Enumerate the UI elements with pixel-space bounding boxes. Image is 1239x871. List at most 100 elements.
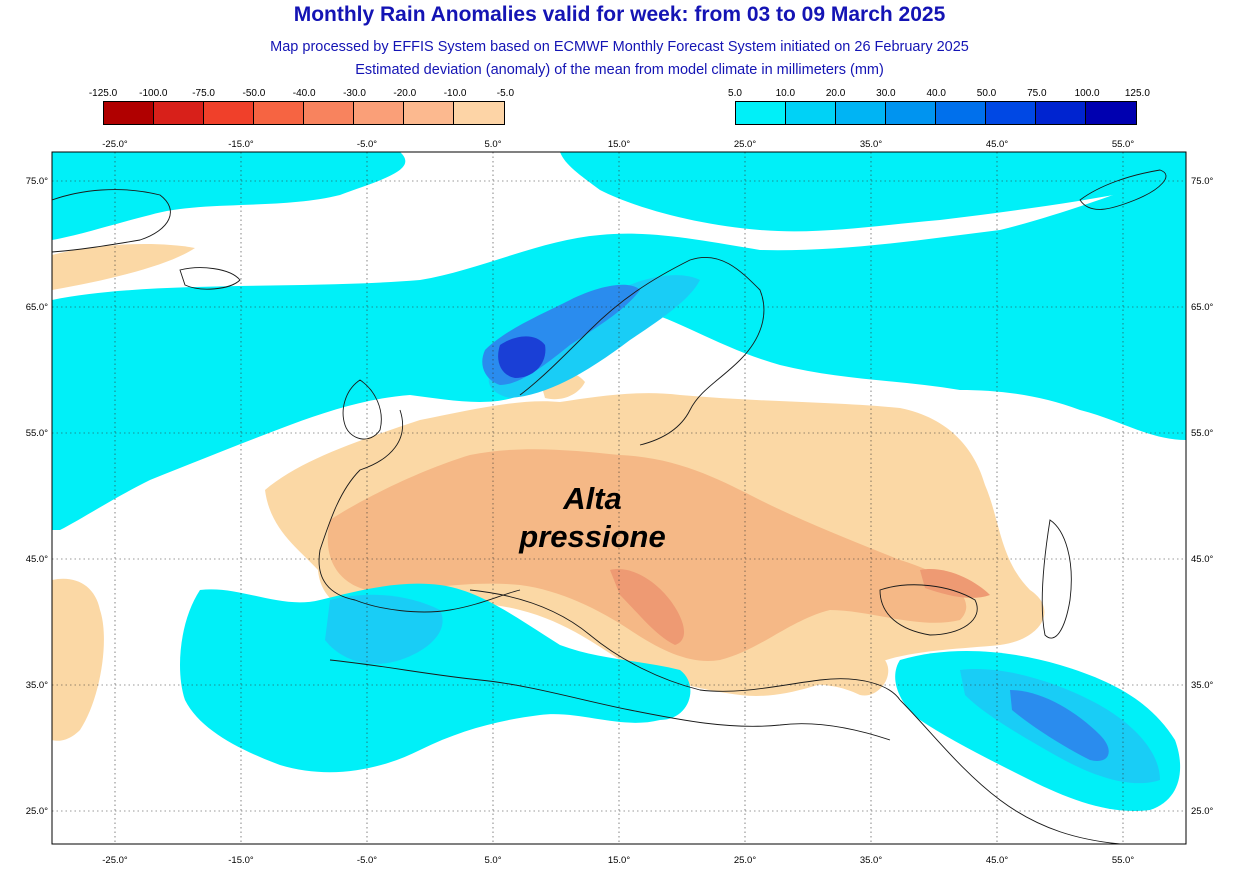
coast-europe-west xyxy=(318,409,521,613)
coast-scandinavia xyxy=(519,256,765,446)
legend-swatch xyxy=(836,102,887,124)
legend-tick-label: 50.0 xyxy=(976,88,997,99)
legend-swatch xyxy=(886,102,937,124)
legend-swatch xyxy=(304,102,355,124)
longitude-label: -15.0° xyxy=(228,855,254,866)
longitude-label: -5.0° xyxy=(357,140,377,150)
longitude-label: -25.0° xyxy=(102,855,128,866)
legend-swatch xyxy=(254,102,305,124)
legend-swatch xyxy=(986,102,1037,124)
coast-africa-north xyxy=(329,659,891,741)
pressure-annotation: Alta pressione xyxy=(500,480,685,556)
coast-iceland xyxy=(179,267,241,290)
longitude-label: 25.0° xyxy=(734,855,756,866)
longitude-label: 45.0° xyxy=(986,140,1008,150)
longitude-label: 5.0° xyxy=(484,140,501,150)
legend-swatch xyxy=(936,102,987,124)
coastlines xyxy=(52,169,1167,844)
wet-anomaly-norway-max xyxy=(498,336,546,378)
latitude-label: 55.0° xyxy=(26,428,48,439)
legend-tick-label: 40.0 xyxy=(926,88,946,99)
legend-swatch xyxy=(154,102,205,124)
longitude-label: 15.0° xyxy=(608,855,630,866)
legend-color-bar xyxy=(735,101,1138,125)
dry-anomaly-med xyxy=(760,655,889,696)
legend-swatch xyxy=(354,102,405,124)
legend-tick-label: -20.0 xyxy=(393,88,417,99)
annotation-line-2: pressione xyxy=(519,519,666,554)
legend-swatch xyxy=(1036,102,1087,124)
dry-anomaly-atlantic-south xyxy=(52,578,104,741)
longitude-label: -5.0° xyxy=(357,855,377,866)
coast-arabia xyxy=(899,699,1121,844)
longitude-label: 55.0° xyxy=(1112,140,1134,150)
legend-tick-label: 75.0 xyxy=(1027,88,1047,99)
latitude-label: 35.0° xyxy=(26,680,48,691)
legend-tick-label: -50.0 xyxy=(242,88,266,99)
legend-tick-label: -40.0 xyxy=(292,88,316,99)
legend-swatch xyxy=(786,102,837,124)
latitude-label: 25.0° xyxy=(26,806,48,817)
anomaly-map: -25.0° -25.0° -15.0° -15.0° -5.0° -5.0° 5.0° 5.… xyxy=(26,140,1214,866)
legend-tick-label: 125.0 xyxy=(1124,88,1150,99)
dry-anomaly-core xyxy=(327,449,967,661)
legend-tick-label: -5.0 xyxy=(496,88,515,99)
legend-tick-label: 30.0 xyxy=(876,88,896,99)
map-title: Monthly Rain Anomalies valid for week: f… xyxy=(293,3,946,26)
longitude-label: 55.0° xyxy=(1112,855,1134,866)
annotation-line-1: Alta xyxy=(563,481,622,516)
coast-mediterranean xyxy=(469,589,901,701)
legend-tick-label: -75.0 xyxy=(192,88,215,99)
latitude-label: 65.0° xyxy=(1191,302,1213,313)
legend-swatch xyxy=(404,102,455,124)
map-frame xyxy=(51,151,1187,845)
graticule xyxy=(52,152,1186,844)
legend-tick-label: -30.0 xyxy=(343,88,366,99)
longitude-label: 15.0° xyxy=(608,140,630,150)
longitude-label: 5.0° xyxy=(484,855,501,866)
legend-tick-label: 10.0 xyxy=(775,88,796,99)
wet-anomaly-north-atlantic xyxy=(52,170,1186,530)
legend-tick-label: 100.0 xyxy=(1074,88,1100,99)
latitude-label: 45.0° xyxy=(26,554,48,565)
latitude-label: 75.0° xyxy=(1191,176,1213,187)
legend-color-bar xyxy=(103,101,506,125)
legend-swatch xyxy=(736,102,787,124)
wet-anomaly-north-africa xyxy=(180,583,691,773)
longitude-label: -25.0° xyxy=(102,140,128,150)
longitude-label: 35.0° xyxy=(860,855,882,866)
wet-anomaly-norway-band xyxy=(488,275,700,398)
latitude-label: 45.0° xyxy=(1191,554,1213,565)
latitude-label: 65.0° xyxy=(26,302,48,313)
longitude-label: 45.0° xyxy=(986,855,1008,866)
dry-anomaly-balkans xyxy=(610,569,685,645)
coast-caspian xyxy=(1041,519,1072,639)
latitude-label: 35.0° xyxy=(1191,680,1213,691)
legend-swatch xyxy=(204,102,255,124)
latitude-label: 25.0° xyxy=(1191,806,1213,817)
wet-anomaly-barents xyxy=(560,152,1186,232)
dry-anomaly-ukraine xyxy=(920,569,990,598)
legend-tick-label: -10.0 xyxy=(443,88,467,99)
wet-anomaly-arctic xyxy=(52,152,406,240)
latitude-label: 75.0° xyxy=(26,176,48,187)
longitude-label: 35.0° xyxy=(860,140,882,150)
legend-tick-label: 20.0 xyxy=(825,88,846,99)
wet-anomaly-middle-east-core xyxy=(1010,690,1109,761)
legend-swatch xyxy=(454,102,505,124)
coast-british-isles xyxy=(342,379,382,440)
coast-greenland xyxy=(52,189,171,253)
legend-tick-label: -100.0 xyxy=(139,88,168,99)
legend-swatch xyxy=(104,102,155,124)
legend-tick-label: 5.0 xyxy=(728,88,742,99)
coast-black-sea xyxy=(879,584,978,636)
legend-tick-label: -125.0 xyxy=(88,88,118,99)
axis-labels: -25.0° -25.0° -15.0° -15.0° -5.0° -5.0° 5.0° 5.… xyxy=(26,140,1214,866)
longitude-label: 25.0° xyxy=(734,140,756,150)
dry-anomaly-greenland xyxy=(52,244,195,290)
latitude-label: 55.0° xyxy=(1191,428,1213,439)
map-subtitle: Map processed by EFFIS System based on E… xyxy=(270,39,969,55)
longitude-label: -15.0° xyxy=(228,140,254,150)
map-units-note: Estimated deviation (anomaly) of the mea… xyxy=(355,62,884,78)
legend-swatch xyxy=(1086,102,1137,124)
